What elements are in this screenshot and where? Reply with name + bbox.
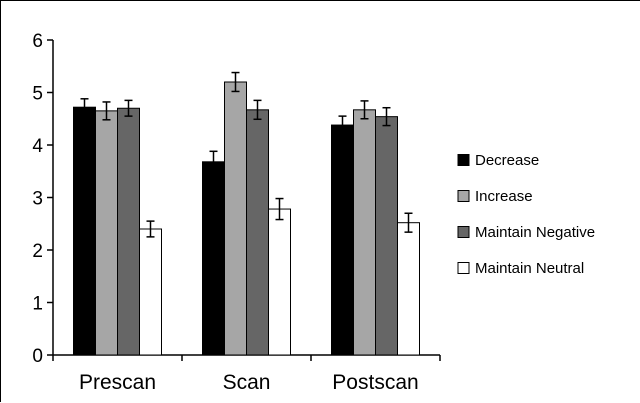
legend-swatch (457, 154, 470, 166)
x-tick-label: Prescan (79, 371, 156, 394)
bar (224, 81, 247, 356)
legend-label: Increase (475, 188, 533, 205)
y-tick-label: 4 (32, 136, 43, 157)
legend-label: Maintain Neutral (475, 260, 584, 277)
bar (353, 109, 376, 356)
bar (268, 208, 291, 356)
bar (202, 161, 225, 356)
x-tick-label: Postscan (332, 371, 418, 394)
bar (139, 228, 162, 356)
bar (331, 124, 354, 356)
legend-label: Maintain Negative (475, 224, 595, 241)
legend-swatch (457, 262, 470, 274)
y-tick-label: 0 (32, 346, 43, 367)
legend-label: Decrease (475, 152, 539, 169)
bar (246, 109, 269, 356)
y-tick-label: 6 (32, 31, 43, 52)
x-tick-label: Scan (223, 371, 271, 394)
bar (397, 222, 420, 356)
y-tick-label: 5 (32, 84, 43, 105)
axes: 0 1 2 3 4 5 6 Prescan Scan Postscan (32, 31, 441, 394)
y-tick-label: 1 (32, 294, 43, 315)
bar (375, 116, 398, 356)
bars (73, 81, 420, 356)
y-tick-label: 2 (32, 241, 43, 262)
error-bars (80, 71, 413, 238)
legend-swatch (457, 190, 470, 202)
bar (117, 107, 140, 356)
y-tick-label: 3 (32, 189, 43, 210)
legend-swatch (457, 226, 470, 238)
legend: Decrease Increase Maintain Negative Maintai… (457, 152, 595, 277)
bar (73, 106, 96, 356)
bar (95, 110, 118, 356)
